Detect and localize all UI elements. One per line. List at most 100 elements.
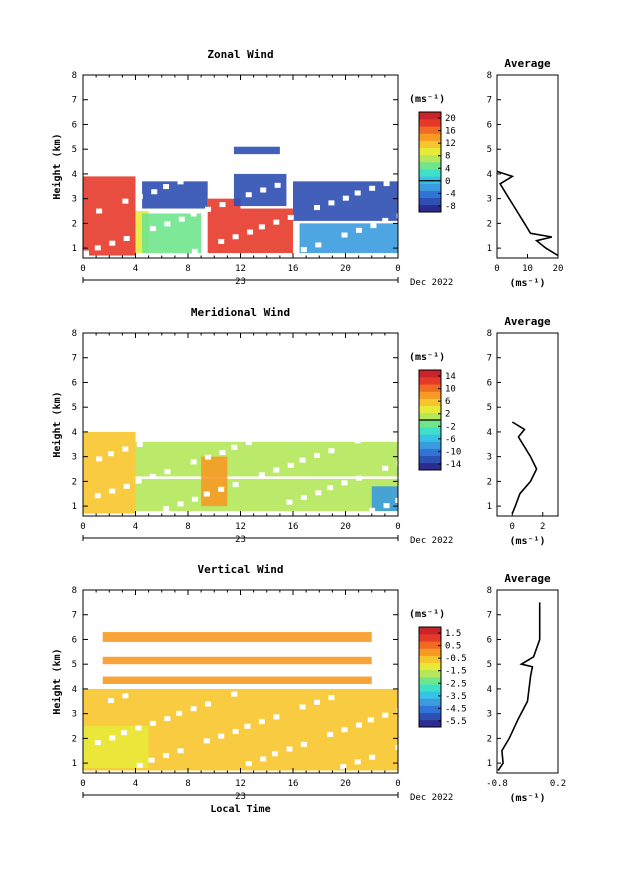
- panel-title: Vertical Wind: [197, 563, 283, 576]
- colorbar-swatch: [419, 154, 441, 163]
- missing-data-cell: [149, 473, 156, 479]
- colorbar-tick-label: -4.5: [445, 704, 467, 714]
- missing-data-cell: [218, 486, 225, 492]
- average-title: Average: [504, 572, 551, 585]
- missing-data-cell: [177, 179, 184, 185]
- missing-data-cell: [273, 467, 280, 473]
- missing-data-cell: [190, 211, 197, 217]
- colorbar-swatch: [419, 434, 441, 442]
- colorbar-swatch: [419, 412, 441, 421]
- missing-data-cell: [231, 444, 238, 450]
- missing-data-cell: [205, 206, 212, 212]
- y-axis-label: Height (km): [51, 648, 63, 714]
- avg-x-tick-label: 0.2: [550, 779, 566, 789]
- colorbar-unit: (ms⁻¹): [409, 609, 445, 620]
- avg-y-tick-label: 1: [487, 502, 492, 512]
- missing-data-cell: [205, 454, 212, 460]
- x-tick-label: 12: [235, 522, 246, 532]
- missing-data-cell: [369, 507, 376, 513]
- average-profile-line: [497, 602, 541, 771]
- data-cell: [135, 478, 398, 512]
- colorbar-swatch: [419, 634, 441, 642]
- missing-data-cell: [231, 691, 238, 697]
- y-tick-label: 2: [72, 477, 77, 487]
- avg-y-tick-label: 7: [487, 611, 492, 621]
- missing-data-cell: [191, 248, 198, 254]
- data-cell: [201, 456, 228, 507]
- colorbar-unit: (ms⁻¹): [409, 352, 445, 363]
- y-tick-label: 8: [72, 329, 77, 339]
- missing-data-cell: [274, 182, 281, 188]
- y-tick-label: 6: [72, 120, 77, 130]
- y-tick-label: 3: [72, 453, 77, 463]
- colorbar-tick-label: -2.5: [445, 679, 467, 689]
- missing-data-cell: [369, 185, 376, 191]
- missing-data-cell: [315, 490, 322, 496]
- missing-data-cell: [123, 483, 130, 489]
- avg-x-tick-label: 0: [510, 522, 515, 532]
- colorbar-swatch: [419, 712, 441, 721]
- y-tick-label: 6: [72, 635, 77, 645]
- colorbar-swatch: [419, 455, 441, 464]
- missing-data-cell: [149, 226, 156, 232]
- data-cell: [293, 181, 398, 221]
- missing-data-cell: [382, 465, 389, 471]
- missing-data-cell: [232, 234, 239, 240]
- colorbar-swatch: [419, 655, 441, 664]
- colorbar-swatch: [419, 126, 441, 134]
- missing-data-cell: [245, 440, 252, 446]
- missing-data-cell: [272, 751, 278, 757]
- missing-data-cell: [178, 216, 185, 222]
- missing-data-cell: [369, 754, 376, 760]
- avg-x-axis-label: (ms⁻¹): [509, 536, 545, 547]
- missing-data-cell: [300, 247, 307, 253]
- month-label: Dec 2022: [410, 536, 453, 546]
- avg-y-tick-label: 1: [487, 759, 492, 769]
- missing-data-cell: [273, 219, 280, 225]
- colorbar-swatch: [419, 420, 441, 428]
- missing-data-cell: [177, 501, 184, 507]
- data-cell: [142, 213, 202, 254]
- missing-data-cell: [164, 469, 171, 475]
- x-tick-label: 0: [395, 264, 400, 274]
- colorbar-tick-label: 2: [445, 410, 450, 420]
- x-tick-label: 0: [80, 522, 85, 532]
- colorbar-tick-label: -2: [445, 422, 456, 432]
- colorbar-swatch: [419, 705, 441, 714]
- missing-data-cell: [327, 485, 334, 491]
- missing-data-cell: [107, 451, 114, 457]
- avg-y-tick-label: 2: [487, 734, 492, 744]
- y-tick-label: 1: [72, 759, 77, 769]
- missing-data-cell: [94, 493, 101, 499]
- colorbar-tick-label: 1.5: [445, 629, 461, 639]
- missing-data-cell: [300, 494, 307, 500]
- missing-data-cell: [286, 177, 293, 183]
- colorbar-swatch: [419, 691, 441, 699]
- avg-y-tick-label: 3: [487, 453, 492, 463]
- missing-data-cell: [356, 722, 362, 728]
- missing-data-cell: [177, 748, 184, 754]
- colorbar-swatch: [419, 398, 441, 407]
- x-tick-label: 4: [133, 779, 138, 789]
- missing-data-cell: [151, 189, 158, 195]
- average-frame: [496, 589, 559, 774]
- missing-data-cell: [148, 757, 155, 763]
- missing-data-cell: [328, 448, 335, 454]
- missing-data-cell: [356, 227, 362, 233]
- missing-data-cell: [258, 224, 265, 230]
- colorbar-swatch: [419, 183, 441, 191]
- avg-y-tick-label: 7: [487, 96, 492, 106]
- y-tick-label: 3: [72, 710, 77, 720]
- missing-data-cell: [328, 695, 335, 701]
- colorbar-swatch: [419, 391, 441, 399]
- colorbar-frame: [418, 626, 442, 728]
- average-title: Average: [504, 315, 551, 328]
- avg-y-tick-label: 1: [487, 244, 492, 254]
- missing-data-cell: [300, 741, 307, 747]
- missing-data-cell: [218, 733, 225, 739]
- colorbar-frame: [418, 111, 442, 213]
- colorbar-swatch: [419, 162, 441, 170]
- missing-data-cell: [94, 245, 101, 251]
- y-tick-label: 3: [72, 195, 77, 205]
